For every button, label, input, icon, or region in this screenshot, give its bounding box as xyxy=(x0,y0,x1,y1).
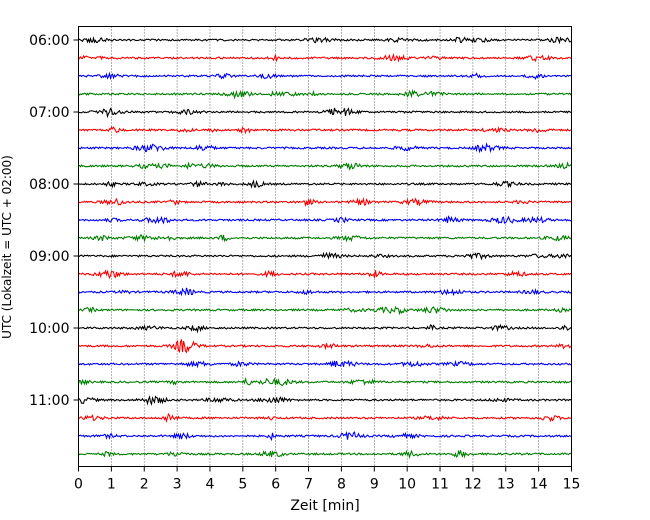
x-tick-label: 4 xyxy=(206,477,215,493)
trace-1100 xyxy=(78,395,572,407)
trace-group xyxy=(77,35,572,460)
x-tick-label: 11 xyxy=(431,477,449,493)
trace-0845 xyxy=(78,234,572,243)
trace-1000 xyxy=(78,323,572,334)
x-axis-label: Zeit [min] xyxy=(290,498,359,514)
trace-0700 xyxy=(78,107,572,119)
y-tick-label: 07:00 xyxy=(29,105,69,121)
x-tick-label: 8 xyxy=(337,477,346,493)
x-axis-ticks: 0 1 2 3 4 5 6 7 8 9 10 11 12 13 14 15 xyxy=(74,466,581,493)
trace-0945 xyxy=(78,305,572,316)
x-tick-label: 5 xyxy=(238,477,247,493)
trace-0815 xyxy=(78,197,572,208)
y-axis-label: UTC (Lokalzeit = UTC + 02:00) xyxy=(0,155,14,339)
x-tick-label: 15 xyxy=(563,477,581,493)
trace-0645 xyxy=(78,89,572,100)
trace-0730 xyxy=(78,142,572,154)
trace-0615 xyxy=(78,52,572,63)
x-tick-label: 2 xyxy=(140,477,149,493)
trace-0600 xyxy=(78,35,572,45)
trace-0915 xyxy=(78,269,572,280)
y-tick-label: 08:00 xyxy=(29,177,69,193)
x-tick-label: 13 xyxy=(497,477,515,493)
trace-0930 xyxy=(78,287,572,297)
trace-1145 xyxy=(78,449,572,460)
y-tick-label: 06:00 xyxy=(29,33,69,49)
trace-1030 xyxy=(78,359,572,369)
trace-0800 xyxy=(78,179,572,189)
trace-1045 xyxy=(77,376,572,387)
trace-0715 xyxy=(78,126,572,135)
x-tick-label: 3 xyxy=(173,477,182,493)
trace-0900 xyxy=(78,251,572,261)
trace-0745 xyxy=(78,161,572,171)
trace-1130 xyxy=(78,430,572,442)
x-tick-label: 10 xyxy=(398,477,416,493)
x-tick-label: 12 xyxy=(464,477,482,493)
grid-lines xyxy=(111,26,539,467)
trace-0630 xyxy=(78,71,572,81)
plot-frame xyxy=(78,26,572,467)
y-tick-label: 11:00 xyxy=(29,393,69,409)
x-tick-label: 7 xyxy=(304,477,313,493)
y-axis-ticks: 06:00 07:00 08:00 09:00 10:00 11:00 xyxy=(29,33,79,409)
x-tick-label: 6 xyxy=(271,477,280,493)
x-tick-label: 1 xyxy=(107,477,116,493)
x-tick-label: 0 xyxy=(74,477,83,493)
trace-1015 xyxy=(78,339,572,354)
x-tick-label: 14 xyxy=(530,477,548,493)
trace-0830 xyxy=(78,215,572,225)
y-tick-label: 09:00 xyxy=(29,249,69,265)
trace-1115 xyxy=(78,412,572,424)
y-tick-label: 10:00 xyxy=(29,321,69,337)
x-tick-label: 9 xyxy=(370,477,379,493)
